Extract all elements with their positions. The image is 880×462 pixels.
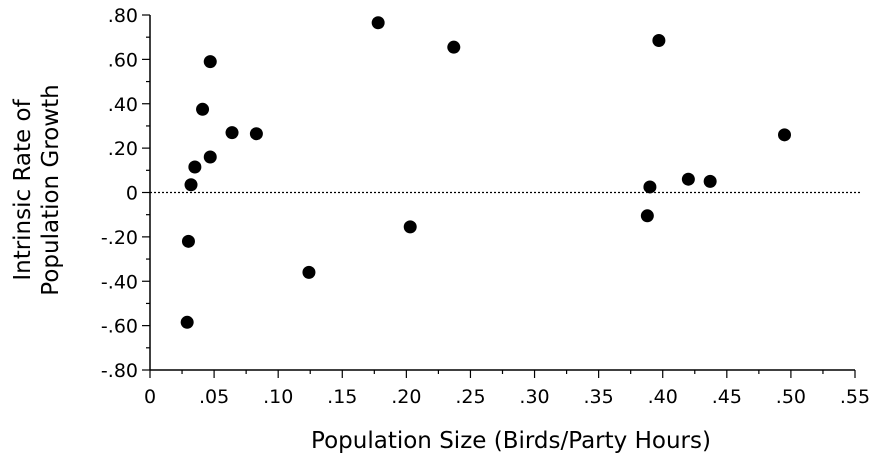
y-axis-title-line-1: Intrinsic Rate of (10, 98, 36, 280)
x-tick-label: 0 (144, 386, 156, 408)
x-tick-label: .25 (455, 386, 485, 408)
x-tick-label: .40 (648, 386, 678, 408)
data-point (703, 174, 717, 188)
x-tick-label: .15 (327, 386, 357, 408)
x-tick-label: .20 (391, 386, 421, 408)
data-point (403, 220, 417, 234)
y-axis-title-line-2: Population Growth (38, 84, 64, 295)
x-tick-label: .35 (584, 386, 614, 408)
x-tick-label: .50 (776, 386, 806, 408)
x-tick-label: .10 (263, 386, 293, 408)
data-point (203, 150, 217, 164)
y-tick-label: .20 (108, 138, 138, 160)
y-tick-label: 0 (126, 183, 138, 205)
y-tick-label: -.80 (101, 360, 138, 382)
data-point (371, 16, 385, 30)
x-tick-label: .30 (519, 386, 549, 408)
y-tick-label: -.40 (101, 271, 138, 293)
x-tick-label: .55 (840, 386, 870, 408)
data-point (302, 265, 316, 279)
y-tick-label: -.60 (101, 316, 138, 338)
data-point (643, 180, 657, 194)
data-points (180, 16, 791, 329)
y-tick-label: -.20 (101, 227, 138, 249)
y-tick-label: .80 (108, 5, 138, 27)
data-point (681, 172, 695, 186)
data-point (249, 127, 263, 141)
x-tick-label: .45 (712, 386, 742, 408)
y-tick-label: .40 (108, 94, 138, 116)
data-point (225, 126, 239, 140)
y-tick-label: .60 (108, 49, 138, 71)
data-point (180, 315, 194, 329)
tick-labels: .80 .60 .40 .20 0 -.20 -.40 -.60 -.80 0 .05 .10 .15.… (101, 5, 870, 408)
data-point (447, 40, 461, 54)
x-axis-title: Population Size (Birds/Party Hours) (311, 428, 711, 454)
data-point (203, 55, 217, 69)
ticks (142, 14, 856, 378)
data-point (184, 178, 198, 192)
x-tick-label: .05 (199, 386, 229, 408)
data-point (188, 160, 202, 174)
data-point (196, 102, 210, 116)
data-point (640, 209, 654, 223)
data-point (778, 128, 791, 142)
data-point (652, 34, 666, 48)
data-point (181, 234, 195, 248)
